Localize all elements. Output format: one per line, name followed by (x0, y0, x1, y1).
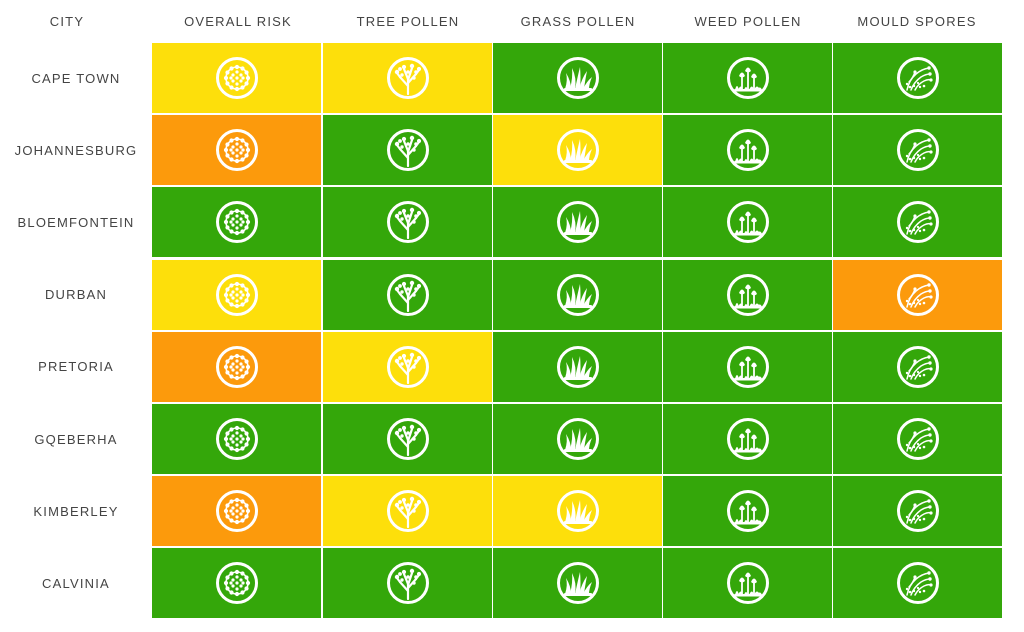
risk-cell (663, 115, 832, 186)
column-header: GRASS POLLEN (520, 13, 636, 29)
risk-cell (833, 331, 1002, 402)
risk-cell (493, 43, 662, 113)
risk-cell (493, 331, 662, 402)
tree-icon (386, 200, 430, 244)
grass-icon (556, 417, 600, 461)
risk-cell (152, 115, 321, 186)
risk-cell (323, 187, 492, 258)
mould-spores-icon (896, 417, 940, 461)
column-header: MOULD SPORES (857, 13, 977, 29)
mould-spores-icon (896, 345, 940, 389)
tree-icon (386, 128, 430, 172)
pollen-grain-icon (215, 417, 259, 461)
risk-cell (323, 115, 492, 186)
city-label: BLOEMFONTEIN (17, 214, 135, 230)
weed-icon (726, 56, 770, 100)
weed-icon (726, 200, 770, 244)
mould-spores-icon (896, 273, 940, 317)
risk-cell (493, 259, 662, 330)
weed-icon (726, 561, 770, 605)
city-label: GQEBERHA (34, 431, 118, 447)
risk-cell (152, 187, 321, 258)
risk-cell (323, 548, 492, 619)
grass-icon (556, 345, 600, 389)
mould-spores-icon (896, 128, 940, 172)
grass-icon (556, 489, 600, 533)
risk-cell (493, 404, 662, 474)
risk-cell (833, 187, 1002, 258)
weed-icon (726, 489, 770, 533)
pollen-grain-icon (215, 56, 259, 100)
risk-cell (833, 548, 1002, 619)
mould-spores-icon (896, 200, 940, 244)
column-header: WEED POLLEN (694, 13, 802, 29)
risk-cell (663, 259, 832, 330)
weed-icon (726, 273, 770, 317)
risk-cell (833, 404, 1002, 474)
risk-cell (152, 548, 321, 619)
city-label: JOHANNESBURG (14, 142, 138, 158)
risk-cell (152, 404, 321, 474)
city-label: DURBAN (44, 287, 108, 303)
grass-icon (556, 56, 600, 100)
risk-cell (493, 187, 662, 258)
risk-cell (663, 43, 832, 113)
tree-icon (386, 417, 430, 461)
tree-icon (386, 273, 430, 317)
pollen-grain-icon (215, 273, 259, 317)
column-header: TREE POLLEN (356, 13, 460, 29)
column-header: OVERALL RISK (184, 13, 292, 29)
risk-cell (833, 115, 1002, 186)
risk-cell (493, 548, 662, 619)
risk-cell (663, 476, 832, 547)
city-label: PRETORIA (38, 359, 114, 375)
weed-icon (726, 128, 770, 172)
city-label: KIMBERLEY (33, 503, 119, 519)
risk-cell (833, 259, 1002, 330)
mould-spores-icon (896, 489, 940, 533)
risk-cell (663, 187, 832, 258)
city-label: CALVINIA (42, 575, 110, 591)
pollen-grain-icon (215, 128, 259, 172)
pollen-grain-icon (215, 489, 259, 533)
risk-cell (833, 476, 1002, 547)
column-header: CITY (49, 13, 85, 29)
risk-cell (493, 476, 662, 547)
tree-icon (386, 561, 430, 605)
risk-cell (493, 115, 662, 186)
risk-cell (323, 259, 492, 330)
weed-icon (726, 345, 770, 389)
pollen-grain-icon (215, 561, 259, 605)
tree-icon (386, 56, 430, 100)
risk-cell (152, 259, 321, 330)
weed-icon (726, 417, 770, 461)
pollen-grain-icon (215, 345, 259, 389)
mould-spores-icon (896, 561, 940, 605)
risk-cell (152, 43, 321, 113)
pollen-grain-icon (215, 200, 259, 244)
mould-spores-icon (896, 56, 940, 100)
risk-cell (663, 331, 832, 402)
grass-icon (556, 128, 600, 172)
tree-icon (386, 489, 430, 533)
grass-icon (556, 561, 600, 605)
risk-cell (323, 476, 492, 547)
risk-cell (833, 43, 1002, 113)
city-label: CAPE TOWN (31, 70, 121, 86)
tree-icon (386, 345, 430, 389)
risk-cell (663, 404, 832, 474)
risk-cell (323, 331, 492, 402)
grass-icon (556, 273, 600, 317)
risk-cell (152, 331, 321, 402)
risk-cell (663, 548, 832, 619)
grass-icon (556, 200, 600, 244)
risk-cell (323, 404, 492, 474)
risk-cell (323, 43, 492, 113)
risk-cell (152, 476, 321, 547)
